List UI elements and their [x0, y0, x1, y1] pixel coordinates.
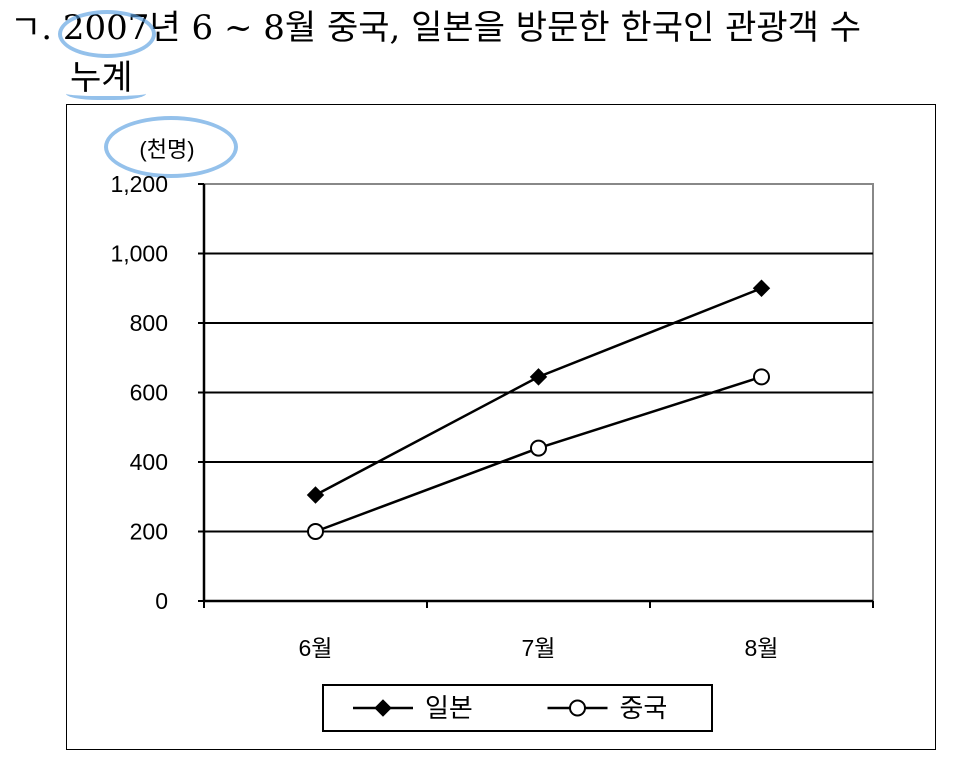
chart-frame: 0 200 400 600 800 1,000 1,200 6월 7월 8월 (천명) 일본 중국	[66, 104, 936, 750]
x-tick-label: 7월	[522, 635, 556, 661]
data-point	[306, 486, 325, 504]
data-point	[753, 368, 770, 386]
legend-label: 중국	[620, 693, 668, 723]
data-point	[530, 439, 547, 457]
chart-title: ㄱ. 2007년 6 ~ 8월 중국, 일본을 방문한 한국인 관광객 수	[10, 8, 862, 48]
y-tick-label: 0	[155, 588, 168, 614]
legend-marker	[569, 699, 586, 717]
line-chart: 0 200 400 600 800 1,000 1,200 6월 7월 8월 (천명) 일본 중국	[110, 137, 874, 732]
data-point	[307, 523, 324, 540]
y-tick-label: 400	[130, 449, 168, 475]
chart-title-continued: 누계	[70, 58, 133, 98]
legend-label: 일본	[425, 693, 473, 723]
unit-label: (천명)	[139, 137, 194, 162]
y-tick-label: 600	[130, 380, 168, 406]
y-tick-label: 1,000	[110, 241, 168, 267]
data-point	[752, 279, 771, 297]
y-tick-label: 1,200	[110, 171, 168, 197]
legend-marker	[374, 699, 392, 717]
y-tick-label: 200	[130, 519, 168, 545]
data-point	[529, 368, 548, 386]
x-tick-label: 8월	[745, 635, 779, 661]
x-tick-label: 6월	[299, 635, 333, 661]
y-tick-label: 800	[130, 310, 168, 336]
